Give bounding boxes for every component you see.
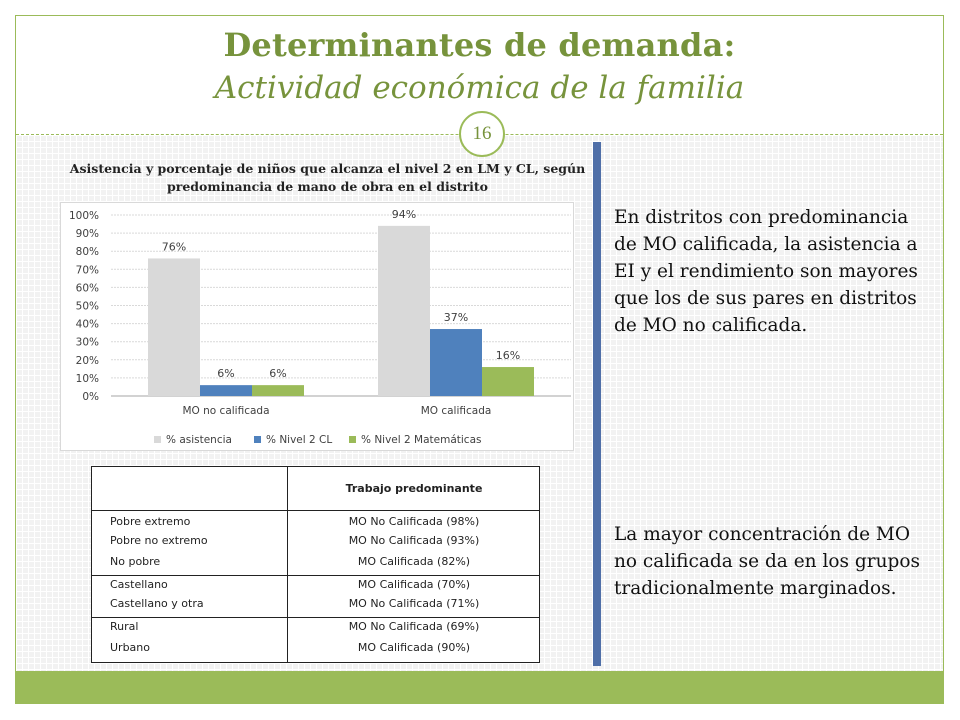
row-value: MO No Calificada (71%) bbox=[348, 597, 480, 610]
x-category-label: MO calificada bbox=[421, 405, 492, 417]
row-value: MO No Calificada (69%) bbox=[348, 620, 480, 633]
footer-bar bbox=[16, 671, 943, 703]
row-label: Pobre no extremo bbox=[110, 534, 208, 547]
row-label: Pobre extremo bbox=[110, 515, 191, 528]
explanation-paragraph-2: La mayor concentración de MO no califica… bbox=[614, 524, 920, 599]
slide-frame bbox=[15, 15, 944, 704]
table-header: Trabajo predominante bbox=[288, 467, 540, 511]
row-label: Rural bbox=[110, 620, 139, 633]
data-label: 76% bbox=[162, 240, 186, 253]
bar bbox=[430, 329, 482, 396]
row-value: MO Calificada (70%) bbox=[357, 578, 471, 591]
bar bbox=[378, 225, 430, 396]
row-label: Castellano y otra bbox=[110, 597, 204, 610]
legend-swatch bbox=[349, 436, 356, 443]
row-value: MO Calificada (82%) bbox=[357, 555, 471, 568]
y-tick-label: 60% bbox=[76, 282, 99, 294]
row-label: Castellano bbox=[110, 578, 168, 591]
table-row: Urbano MO Calificada (90%) bbox=[92, 639, 540, 658]
y-tick-label: 30% bbox=[76, 337, 99, 349]
bar bbox=[200, 385, 252, 396]
legend-swatch bbox=[254, 436, 261, 443]
bar bbox=[148, 258, 200, 396]
row-value: MO No Calificada (98%) bbox=[348, 515, 480, 528]
table-row: Castellano y otra MO No Calificada (71%) bbox=[92, 595, 540, 614]
explanation-paragraph-1: En distritos con predominancia de MO cal… bbox=[614, 207, 918, 336]
slide-title: Determinantes de demanda: bbox=[223, 26, 736, 64]
slide-subtitle: Actividad económica de la familia bbox=[214, 70, 745, 106]
y-tick-label: 70% bbox=[76, 264, 99, 276]
chart-area: 0% 10% 20% 30% 40% 50% 60% 70% 80% 90% 100% 76% 6% 6%… bbox=[60, 202, 574, 451]
table-row: Rural MO No Calificada (69%) bbox=[92, 617, 540, 636]
row-label: Urbano bbox=[110, 641, 150, 654]
row-value: MO Calificada (90%) bbox=[357, 641, 471, 654]
y-tick-label: 40% bbox=[76, 319, 99, 331]
page-number: 16 bbox=[459, 111, 505, 157]
bar-chart: 0% 10% 20% 30% 40% 50% 60% 70% 80% 90% 100% 76% 6% 6%… bbox=[69, 208, 571, 446]
table-corner-cell bbox=[92, 467, 288, 511]
y-tick-label: 20% bbox=[76, 355, 99, 367]
y-tick-label: 10% bbox=[76, 373, 99, 385]
summary-table: Trabajo predominante Pobre extremo MO No… bbox=[91, 466, 540, 663]
y-tick-label: 90% bbox=[76, 228, 99, 240]
data-label: 94% bbox=[392, 208, 416, 221]
chart-title: Asistencia y porcentaje de niños que alc… bbox=[69, 161, 586, 194]
data-label: 6% bbox=[269, 367, 286, 380]
data-label: 37% bbox=[444, 311, 468, 324]
table-row: Pobre no extremo MO No Calificada (93%) bbox=[92, 532, 540, 551]
bar bbox=[482, 367, 534, 396]
data-label: 16% bbox=[496, 349, 520, 362]
y-tick-label: 80% bbox=[76, 246, 99, 258]
table-row: Castellano MO Calificada (70%) bbox=[92, 575, 540, 594]
legend-label: % Nivel 2 CL bbox=[266, 434, 332, 446]
vertical-divider bbox=[593, 142, 601, 666]
table-row: Pobre extremo MO No Calificada (98%) bbox=[92, 513, 540, 532]
legend-label: % asistencia bbox=[166, 434, 232, 446]
legend-swatch bbox=[154, 436, 161, 443]
bar bbox=[252, 385, 304, 396]
y-tick-label: 100% bbox=[69, 210, 99, 222]
data-label: 6% bbox=[217, 367, 234, 380]
table-label-column bbox=[92, 467, 288, 662]
row-label: No pobre bbox=[110, 555, 161, 568]
y-tick-label: 50% bbox=[76, 301, 99, 313]
y-tick-label: 0% bbox=[82, 391, 99, 403]
x-category-label: MO no calificada bbox=[182, 405, 269, 417]
legend-label: % Nivel 2 Matemáticas bbox=[361, 434, 481, 446]
table-row: No pobre MO Calificada (82%) bbox=[92, 553, 540, 572]
row-value: MO No Calificada (93%) bbox=[348, 534, 480, 547]
